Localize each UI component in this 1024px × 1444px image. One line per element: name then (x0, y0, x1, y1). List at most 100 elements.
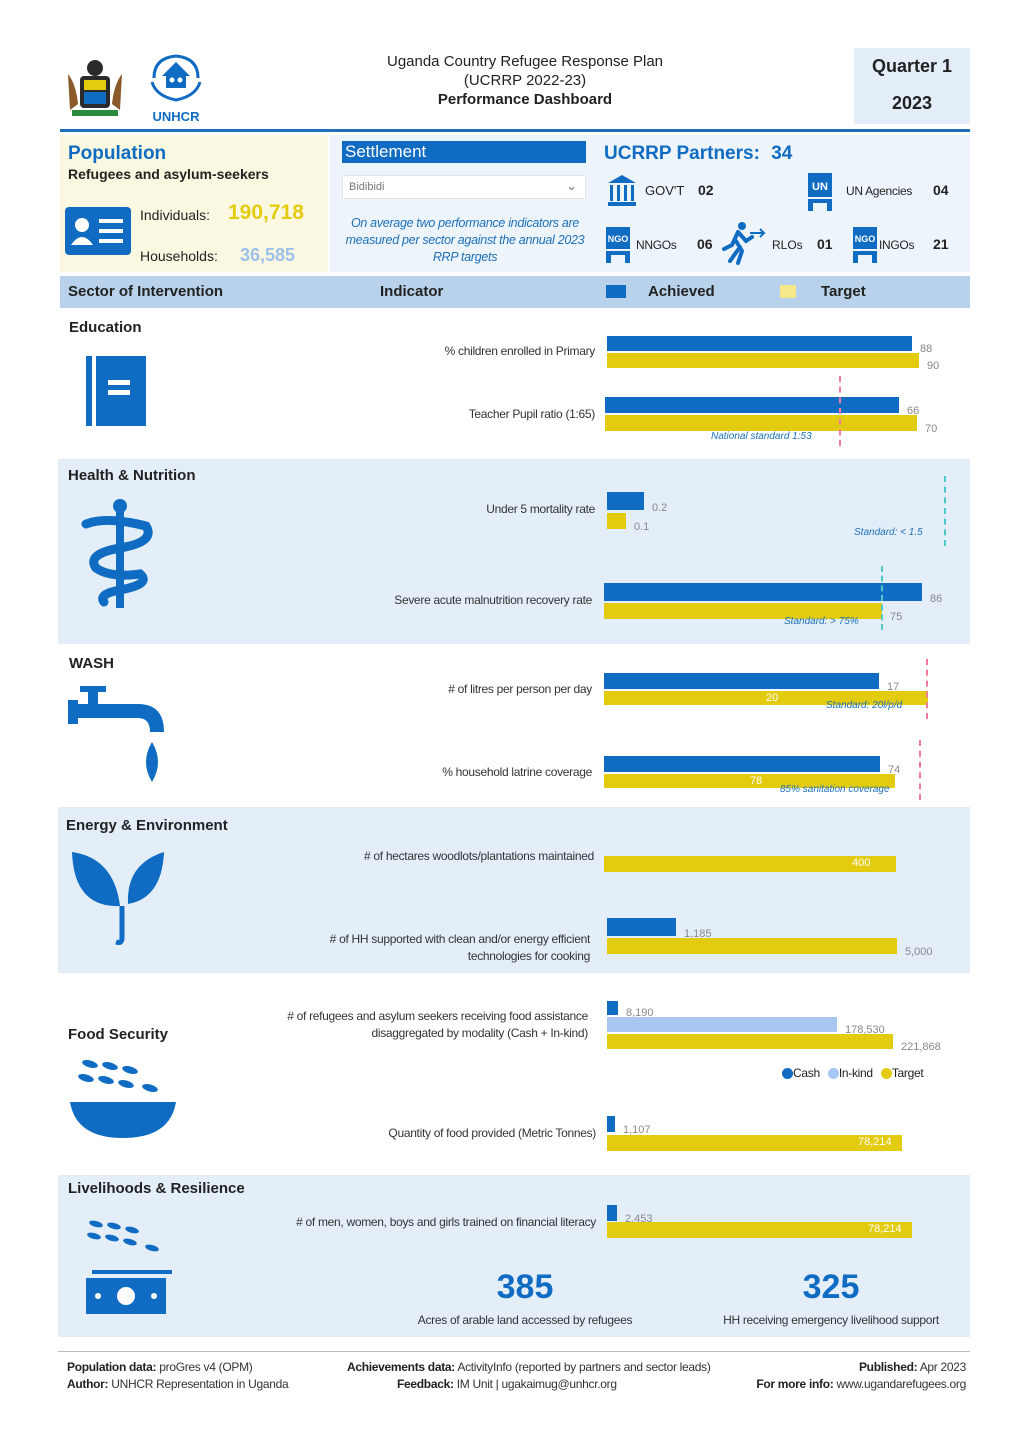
livelihoods-ind1-target-bar (607, 1222, 912, 1238)
un-agencies-label: UN Agencies (846, 184, 913, 198)
education-ind1-target-label: 90 (927, 360, 940, 372)
health-indicator-2: Severe acute malnutrition recovery rate (394, 593, 592, 607)
id-card-icon (65, 207, 131, 255)
food-ind1-target-label: 221,868 (901, 1041, 941, 1053)
settlement-note: On average two performance indicators ar… (345, 216, 585, 264)
title-line-3: Performance Dashboard (437, 91, 613, 108)
stat-acres-value: 385 (496, 1268, 554, 1306)
health-ind2-achieved-label: 86 (930, 593, 943, 605)
running-person-icon (720, 221, 768, 270)
households-label: Households: (140, 248, 218, 264)
education-ind2-achieved-bar (605, 397, 899, 413)
header-divider (60, 129, 970, 132)
partners-title: UCRRP Partners: (604, 143, 760, 164)
un-agencies-icon: UN (806, 173, 834, 216)
education-ind1-achieved-bar (607, 336, 912, 351)
legend-cash-dot (782, 1068, 793, 1080)
energy-ind1-target-label: 400 (852, 857, 871, 869)
footer-pop-label: Population data: (67, 1360, 157, 1374)
footer-feedback-label: Feedback: (397, 1377, 454, 1391)
chevron-down-icon: ⌄ (566, 178, 577, 193)
settlement-label: Settlement (345, 142, 427, 161)
footer-divider (58, 1351, 970, 1352)
population-title: Population (68, 143, 167, 164)
wash-indicator-1: # of litres per person per day (448, 682, 592, 696)
energy-indicator-2-line1: # of HH supported with clean and/or ener… (329, 932, 591, 946)
header-indicator: Indicator (380, 283, 444, 300)
legend-achieved-swatch (606, 285, 626, 298)
book-icon (86, 352, 146, 431)
footer-feedback-value: IM Unit | ugakaimug@unhcr.org (456, 1377, 617, 1391)
education-ind2-target-bar (605, 415, 917, 431)
unhcr-logo-text: UNHCR (152, 109, 200, 124)
education-ind1-target-bar (607, 353, 919, 368)
stat-acres-label: Acres of arable land accessed by refugee… (417, 1313, 633, 1327)
table-header: Sector of Intervention Indicator Achieve… (60, 276, 970, 308)
legend-inkind-label: In-kind (838, 1066, 873, 1080)
individuals-label: Individuals: (140, 207, 211, 223)
food-indicator-1: # of refugees and asylum seekers receivi… (210, 1008, 588, 1042)
health-ind2-target-label: 75 (890, 611, 903, 623)
un-agencies-value: 04 (933, 182, 949, 198)
energy-ind2-target-bar (607, 938, 897, 954)
health-ind2-target-bar (604, 603, 882, 619)
wash-title: WASH (69, 655, 114, 672)
rlo-value: 01 (817, 236, 833, 252)
food-bowl-icon (70, 1058, 176, 1145)
title-line-1: Uganda Country Refugee Response Plan (386, 53, 663, 70)
livelihoods-ind1-achieved-bar (607, 1205, 617, 1221)
population-subtitle: Refugees and asylum-seekers (68, 166, 269, 182)
livelihoods-title: Livelihoods & Resilience (68, 1180, 245, 1197)
legend-target-swatch (780, 285, 796, 298)
footer-right: Published: Apr 2023 For more info: www.u… (756, 1359, 966, 1393)
footer-pop-value: proGres v4 (OPM) (159, 1360, 253, 1374)
health-ind1-achieved-bar (607, 492, 644, 510)
legend-target-dot (880, 1068, 892, 1080)
education-standard-label: National standard 1:53 (711, 431, 812, 442)
footer-more-label: For more info: (756, 1377, 834, 1391)
education-ind1-achieved-label: 88 (920, 343, 933, 355)
food-ind2-target-bar (607, 1135, 902, 1151)
header-target: Target (821, 283, 866, 300)
wash-standard-line-1 (926, 659, 928, 719)
food-legend: Cash In-kind Target (782, 1066, 924, 1080)
food-indicator-2: Quantity of food provided (Metric Tonnes… (388, 1126, 596, 1140)
food-ind2-achieved-label: 1,107 (623, 1124, 651, 1136)
education-indicator-1: % children enrolled in Primary (444, 344, 596, 358)
legend-inkind-dot (827, 1068, 839, 1080)
footer-more-link[interactable]: www.ugandarefugees.org (836, 1377, 967, 1391)
nngo-icon: NGO (604, 227, 632, 270)
wash-ind2-achieved-bar (604, 756, 880, 772)
settlement-select[interactable]: Bidibidi ⌄ (342, 175, 586, 199)
medical-caduceus-icon (76, 498, 160, 615)
nngo-value: 06 (697, 236, 713, 252)
wash-indicator-2: % household latrine coverage (442, 765, 592, 779)
footer-ach-value: ActivityInfo (reported by partners and s… (457, 1360, 711, 1374)
energy-indicator-2-line2: technologies for cooking (467, 949, 591, 963)
rlo-label: RLOs (772, 238, 803, 252)
education-standard-line (839, 376, 841, 446)
footer-published-value: Apr 2023 (919, 1360, 967, 1374)
wash-ind2-target-label: 78 (750, 775, 763, 787)
energy-ind2-achieved-bar (607, 918, 676, 936)
wash-standard-label-2: 85% sanitation coverage (780, 784, 890, 795)
energy-indicator-1: # of hectares woodlots/plantations maint… (364, 849, 594, 863)
legend-target-label: Target (891, 1066, 924, 1080)
uganda-coat-of-arms-logo (62, 54, 128, 120)
livelihoods-ind1-target-label: 78,214 (868, 1223, 902, 1235)
energy-ind2-target-label: 5,000 (905, 946, 933, 958)
header-achieved: Achieved (648, 283, 715, 300)
title-line-2: (UCRRP 2022-23) (463, 72, 587, 89)
food-ind1-target-bar (607, 1034, 893, 1049)
ingo-value: 21 (933, 236, 949, 252)
year-label: 2023 (891, 93, 933, 113)
footer-published-label: Published: (858, 1360, 918, 1374)
ingo-icon: NGO (851, 227, 879, 270)
footer-middle: Achievements data: ActivityInfo (reporte… (347, 1359, 711, 1393)
individuals-value: 190,718 (228, 201, 304, 224)
unhcr-logo: UNHCR (146, 52, 206, 124)
footer-author-value: UNHCR Representation in Uganda (111, 1377, 289, 1391)
stat-hh-value: 325 (802, 1268, 860, 1306)
quarter-label: Quarter 1 (871, 56, 953, 76)
food-ind1-cash-label: 8,190 (626, 1007, 654, 1019)
